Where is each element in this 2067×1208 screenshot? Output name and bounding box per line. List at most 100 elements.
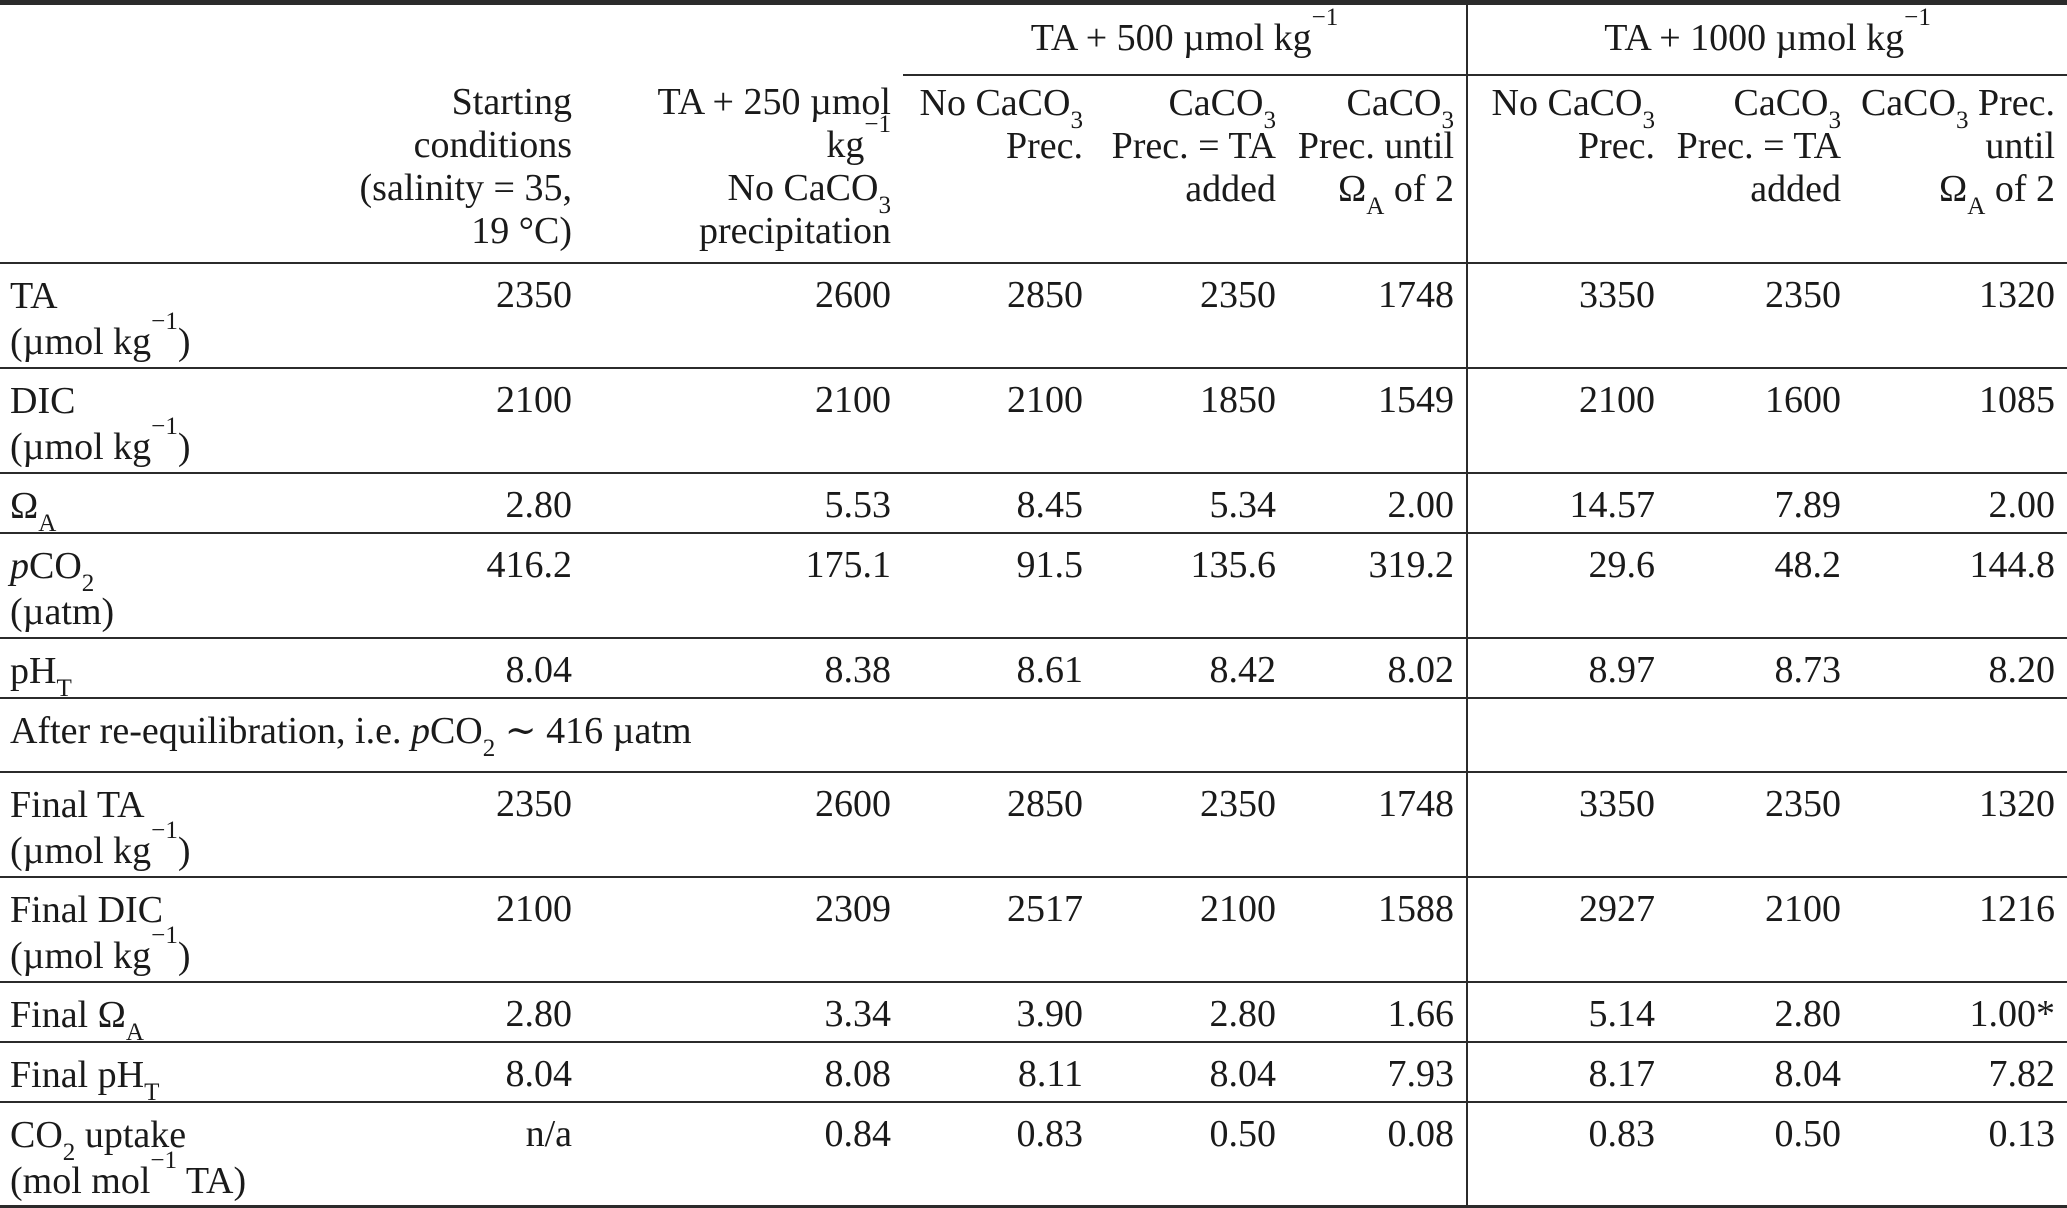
- value-cell: 1600: [1765, 378, 1842, 421]
- value-cell: 2.80: [505, 483, 573, 526]
- value-cell: 2.00: [1988, 483, 2056, 526]
- value-cell: 1748: [1378, 782, 1455, 825]
- column-header-1: Starting conditions (salinity = 35, 19 °C): [350, 74, 584, 264]
- column-header-line: Prec.: [1005, 124, 1083, 167]
- column-header-line: ΩA of 2: [1939, 168, 2056, 221]
- value-cell: 144.8: [1969, 543, 2056, 586]
- value-cell: 8.04: [1774, 1052, 1842, 1095]
- value-cell: 5.14: [1466, 981, 1668, 1042]
- column-header-2: TA + 250 µmol kg−1 No CaCO3 precipitation: [584, 74, 903, 264]
- group-header-row: TA + 500 µmol kg−1 TA + 1000 µmol kg−1: [0, 2, 2067, 76]
- value-cell: 2517: [1007, 887, 1083, 930]
- row-label-name: Final DIC: [10, 888, 164, 931]
- value-cell: 1.66: [1387, 992, 1455, 1035]
- value-cell: 8.42: [1209, 648, 1277, 691]
- row-label-name: Final ΩA: [10, 993, 144, 1046]
- table-row: ΩA 2.80 5.53 8.45 5.34 2.00 14.57 7.89 2.00: [0, 472, 2067, 536]
- row-label-unit: (µmol kg−1): [10, 413, 191, 469]
- value-cell: 2600: [815, 273, 891, 316]
- row-label: CO2 uptake (mol mol−1 TA): [0, 1102, 350, 1207]
- row-label: Final ΩA: [0, 982, 350, 1046]
- value-cell: 8.97: [1466, 637, 1668, 698]
- value-cell: 3.34: [824, 992, 892, 1035]
- column-header-line: until: [1985, 124, 2056, 167]
- column-header-row: Starting conditions (salinity = 35, 19 °C)…: [0, 74, 2067, 264]
- value-cell: 2100: [496, 887, 572, 930]
- table-row: CO2 uptake (mol mol−1 TA) n/a 0.84 0.83 0.50 0…: [0, 1101, 2067, 1207]
- value-cell: 1.00*: [1969, 992, 2056, 1035]
- value-cell: 8.20: [1988, 648, 2056, 691]
- row-label-unit: (µatm): [10, 591, 115, 634]
- column-header-line: TA + 250 µmol kg−1: [657, 80, 891, 166]
- value-cell: 2927: [1466, 876, 1668, 982]
- value-cell: 2350: [1765, 782, 1842, 825]
- row-label: DIC (µmol kg−1): [0, 368, 350, 473]
- group-header-ta500: TA + 500 µmol kg−1: [903, 2, 1468, 76]
- value-cell: 8.08: [824, 1052, 892, 1095]
- column-header-6: No CaCO3 Prec.: [1466, 74, 1668, 264]
- table-corner-header: [0, 3, 903, 75]
- value-cell: 8.02: [1387, 648, 1455, 691]
- column-header-line: precipitation: [698, 210, 891, 253]
- row-label: Final TA (µmol kg−1): [0, 772, 350, 877]
- value-cell: 2100: [1007, 378, 1083, 421]
- group-header-ta1000: TA + 1000 µmol kg−1: [1466, 2, 2067, 76]
- column-header-line: Prec.: [1578, 124, 1656, 167]
- column-header-line: ΩA of 2: [1338, 168, 1455, 221]
- column-header-line: Starting: [451, 80, 572, 123]
- value-cell: 8.04: [505, 1052, 573, 1095]
- value-cell: 3.90: [1016, 992, 1084, 1035]
- row-label-name: Final TA: [10, 783, 145, 826]
- table-header: TA + 500 µmol kg−1 TA + 1000 µmol kg−1 Sta…: [0, 2, 2067, 264]
- value-cell: 1216: [1979, 887, 2056, 930]
- column-header-line: CaCO3: [1346, 81, 1455, 134]
- value-cell: 7.82: [1988, 1052, 2056, 1095]
- section-row: After re-equilibration, i.e. pCO2 ∼ 416 …: [0, 697, 2067, 772]
- value-cell: 2350: [496, 273, 572, 316]
- row-label-name: Final pHT: [10, 1053, 160, 1106]
- value-cell: 2100: [496, 378, 572, 421]
- column-header-line: conditions: [413, 123, 572, 166]
- value-cell: 1549: [1378, 378, 1455, 421]
- value-cell: 2100: [815, 378, 891, 421]
- column-header-line: CaCO3 Prec.: [1860, 81, 2056, 134]
- row-label: TA (µmol kg−1): [0, 263, 350, 368]
- value-cell: 1850: [1200, 378, 1276, 421]
- value-cell: 0.83: [1016, 1112, 1084, 1155]
- value-cell: 1588: [1378, 887, 1455, 930]
- value-cell: 8.45: [1016, 483, 1084, 526]
- value-cell: 2850: [1007, 782, 1083, 825]
- column-header-5: CaCO3 Prec. until ΩA of 2: [1288, 74, 1468, 264]
- table-row: Final ΩA 2.80 3.34 3.90 2.80 1.66 5.14 2.80 1.00…: [0, 981, 2067, 1046]
- row-label-name: pHT: [10, 649, 72, 702]
- column-header-4: CaCO3 Prec. = TA added: [1095, 74, 1288, 264]
- value-cell: 2350: [1200, 273, 1276, 316]
- value-cell: 2.80: [1209, 992, 1277, 1035]
- value-cell: 2.80: [505, 992, 573, 1035]
- value-cell: 7.93: [1387, 1052, 1455, 1095]
- row-label-name: TA: [10, 274, 58, 317]
- row-label: Final pHT: [0, 1042, 350, 1106]
- column-header-8: CaCO3 Prec. until ΩA of 2: [1853, 74, 2067, 264]
- column-header-line: Prec. until: [1297, 124, 1455, 167]
- table-row: pHT 8.04 8.38 8.61 8.42 8.02 8.97 8.73 8.20: [0, 637, 2067, 702]
- value-cell: 3350: [1466, 262, 1668, 368]
- value-cell: 135.6: [1190, 543, 1277, 586]
- value-cell: 8.17: [1466, 1041, 1668, 1102]
- column-header-line: Prec. = TA: [1111, 124, 1276, 167]
- section-spacer: [1466, 697, 2067, 772]
- table-row: TA (µmol kg−1) 2350 2600 2850 2350 1748 3350 235…: [0, 262, 2067, 368]
- value-cell: 3350: [1466, 771, 1668, 877]
- value-cell: 416.2: [486, 543, 573, 586]
- value-cell: 8.73: [1774, 648, 1842, 691]
- row-label-unit: (µmol kg−1): [10, 922, 191, 978]
- section-label: After re-equilibration, i.e. pCO2 ∼ 416 …: [10, 709, 692, 762]
- table-row: Final pHT 8.04 8.08 8.11 8.04 7.93 8.17 8.04 7.8…: [0, 1041, 2067, 1106]
- value-cell: 2309: [815, 887, 891, 930]
- column-header-line: (salinity = 35, 19 °C): [359, 167, 572, 253]
- value-cell: 8.04: [1209, 1052, 1277, 1095]
- value-cell: 0.83: [1466, 1101, 1668, 1207]
- value-cell: 2100: [1466, 367, 1668, 473]
- row-label: ΩA: [0, 473, 350, 536]
- row-label-unit: (µmol kg−1): [10, 817, 191, 873]
